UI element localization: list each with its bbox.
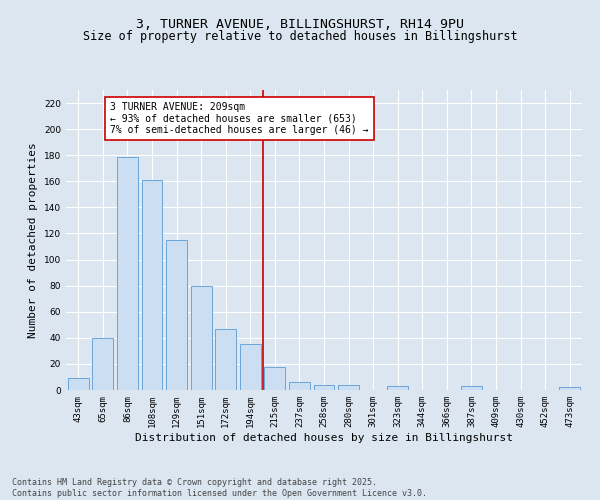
Bar — [289, 382, 310, 390]
Text: 3, TURNER AVENUE, BILLINGSHURST, RH14 9PU: 3, TURNER AVENUE, BILLINGSHURST, RH14 9P… — [136, 18, 464, 30]
Bar — [68, 378, 89, 390]
Bar — [387, 386, 408, 390]
Bar — [92, 338, 113, 390]
X-axis label: Distribution of detached houses by size in Billingshurst: Distribution of detached houses by size … — [135, 432, 513, 442]
Bar — [166, 240, 187, 390]
Bar — [117, 156, 138, 390]
Bar — [240, 344, 261, 390]
Bar — [265, 366, 286, 390]
Text: 3 TURNER AVENUE: 209sqm
← 93% of detached houses are smaller (653)
7% of semi-de: 3 TURNER AVENUE: 209sqm ← 93% of detache… — [110, 102, 369, 135]
Bar — [142, 180, 163, 390]
Text: Size of property relative to detached houses in Billingshurst: Size of property relative to detached ho… — [83, 30, 517, 43]
Text: Contains HM Land Registry data © Crown copyright and database right 2025.
Contai: Contains HM Land Registry data © Crown c… — [12, 478, 427, 498]
Bar — [314, 385, 334, 390]
Y-axis label: Number of detached properties: Number of detached properties — [28, 142, 38, 338]
Bar — [215, 328, 236, 390]
Bar — [191, 286, 212, 390]
Bar — [338, 385, 359, 390]
Bar — [559, 388, 580, 390]
Bar — [461, 386, 482, 390]
